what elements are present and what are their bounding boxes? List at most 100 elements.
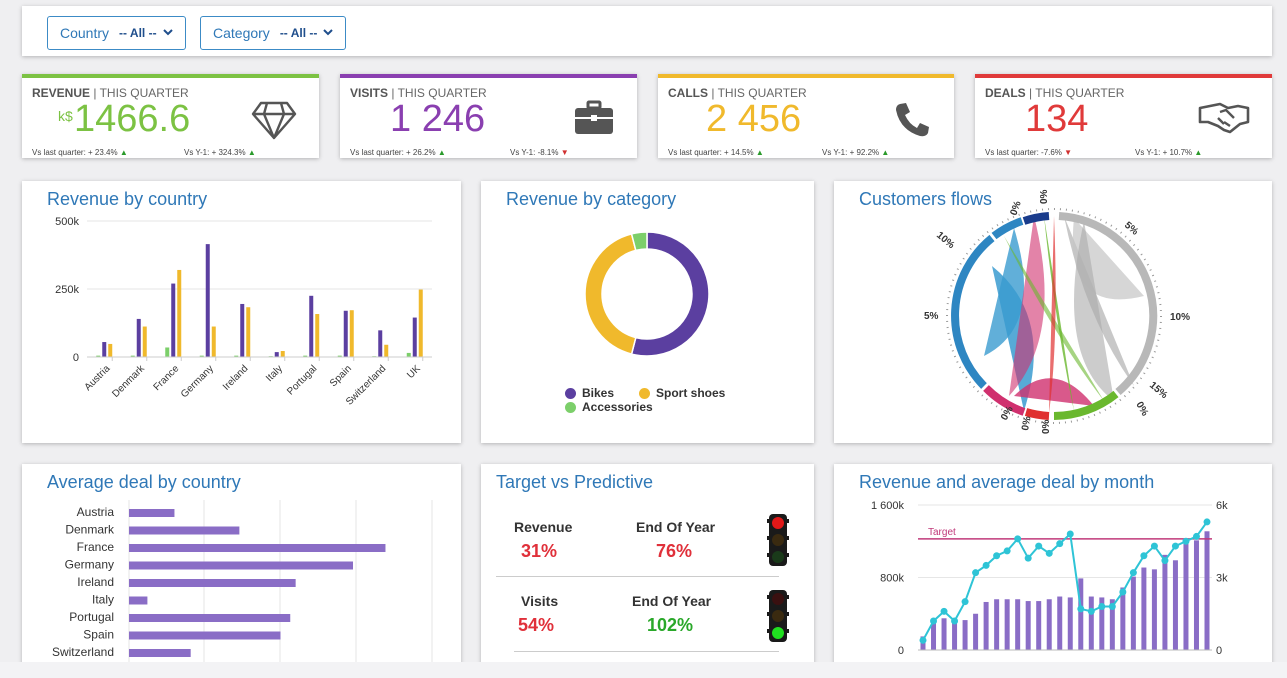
kpi-title: REVENUE | THIS QUARTER [32,86,189,100]
y-tick-label: Portugal [69,610,114,624]
line-point [1003,547,1011,555]
x-tick-label: Spain [328,363,354,389]
traffic-light-icon [767,514,789,571]
bar [315,314,320,357]
row-eoy-value: 102% [647,615,694,635]
country-filter-label: Country [60,25,110,41]
bar [1162,554,1168,650]
legend-item-sport-shoes[interactable]: Sport shoes [639,386,725,400]
tick-label: 10% [934,230,956,251]
category-filter[interactable]: Category -- All -- [200,16,347,50]
line-point [972,569,980,577]
line-point [1045,549,1053,557]
kpi-vs-last-quarter: Vs last quarter: + 26.2% ▲ [350,148,446,157]
pie-slice [584,233,637,355]
traffic-light-icon [767,590,789,647]
bar [129,649,191,657]
line-series [922,521,1208,641]
bar [952,622,958,650]
y-tick-label: Germany [65,558,114,572]
y-left-tick-label: 800k [880,573,904,585]
bar [177,269,182,357]
tick-label: 0% [1133,400,1150,418]
bar [129,544,386,552]
line-point [1140,552,1148,560]
panel-title: Revenue and average deal by month [859,472,1155,492]
legend-item-bikes[interactable]: Bikes [565,386,614,400]
bar [1109,599,1115,650]
line-point [961,598,969,606]
filter-bar: Country -- All -- Category -- All -- [22,6,1272,56]
bar [1004,599,1010,650]
tick-label: 15% [1147,380,1169,401]
bar [1204,531,1210,650]
row-value: 31% [521,541,558,561]
average-deal-panel: Average deal by country Austria Denmark Fr… [22,464,461,674]
bar [136,318,141,357]
kpi-visits: VISITS | THIS QUARTER 1 246 Vs last quar… [340,74,637,158]
bar [234,355,239,357]
bar [129,526,240,535]
line-point [1171,542,1179,550]
line-point [951,617,959,625]
y-right-tick-label: 0 [1216,645,1222,657]
line-point [1077,605,1085,613]
legend-item-accessories[interactable]: Accessories [565,400,653,414]
line-point [993,552,1001,560]
bar [1183,543,1189,650]
bar [1130,576,1136,650]
bar [412,317,417,357]
x-tick-label: Ireland [221,363,250,392]
chevron-down-icon [323,27,334,39]
bar [240,303,245,357]
kpi-value: 1466.6 [74,98,191,140]
bar [931,622,937,650]
bar [349,310,354,357]
revenue-by-category-chart [584,231,710,357]
kpi-deals: DEALS | THIS QUARTER 134 Vs last quarter… [975,74,1272,158]
x-tick-label: Denmark [110,363,147,400]
country-filter[interactable]: Country -- All -- [47,16,186,50]
y-left-tick-label: 0 [898,645,904,657]
line-point [1056,540,1064,548]
legend-dot [639,387,650,399]
y-tick-label: 0 [73,352,79,364]
kpi-unit: k$ [58,108,73,124]
kpi-vs-last-year: Vs Y-1: + 324.3% ▲ [184,148,256,157]
target-label: Target [928,527,956,538]
kpi-calls: CALLS | THIS QUARTER 2 456 Vs last quart… [658,74,954,158]
bar [171,283,176,357]
line-point [1192,532,1200,540]
line-point [1150,542,1158,550]
x-tick-label: France [152,363,182,393]
bar [108,343,113,357]
bottom-band [0,662,1287,678]
bar [102,342,107,357]
line-point [1129,569,1137,577]
target-vs-predictive-panel: Target vs Predictive Revenue 31% End Of … [481,464,814,674]
chevron-down-icon [162,27,173,39]
kpi-vs-last-quarter: Vs last quarter: -7.6% ▼ [985,148,1073,157]
kpi-revenue: REVENUE | THIS QUARTER k$ 1466.6 Vs last… [22,74,319,158]
customers-flows-chart: 0% 5% 10% 15% 0% 0% 0% 0% 5% 10% 0% [924,189,1190,434]
bar [1193,540,1199,650]
bar [129,561,354,570]
line-point [1161,557,1169,565]
line-point [1203,518,1211,526]
bar [343,310,348,357]
row-divider [496,576,779,577]
bar [941,618,947,650]
panel-title: Average deal by country [47,472,241,492]
bar [1088,596,1094,650]
diamond-icon [251,100,297,145]
y-tick-label: Switzerland [52,645,114,659]
bar [384,344,389,357]
kpi-title: VISITS | THIS QUARTER [350,86,487,100]
bar [1078,578,1084,650]
y-left-tick-label: 1 600k [871,500,905,512]
chord-arc [951,234,995,389]
x-tick-label: Portugal [285,363,319,397]
row-eoy-label: End Of Year [636,519,716,535]
kpi-vs-last-year: Vs Y-1: -8.1% ▼ [510,148,569,157]
y-right-tick-label: 3k [1216,573,1228,585]
